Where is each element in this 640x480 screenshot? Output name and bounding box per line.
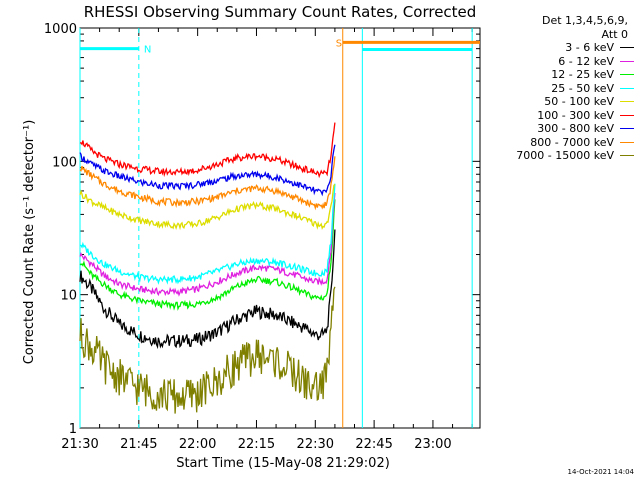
y-tick-label: 1000 bbox=[44, 22, 77, 37]
legend-label: 7000 - 15000 keV bbox=[516, 149, 614, 162]
flag-label: N bbox=[144, 45, 151, 56]
series-line-7000-15000-kev bbox=[79, 286, 336, 414]
legend-label: 100 - 300 keV bbox=[537, 108, 614, 122]
legend-swatch bbox=[620, 141, 634, 143]
chart-title: RHESSI Observing Summary Count Rates, Co… bbox=[84, 3, 477, 21]
y-tick-label: 100 bbox=[52, 155, 77, 170]
series-line-6-12-kev bbox=[79, 192, 336, 297]
x-tick-label: 22:30 bbox=[297, 437, 334, 452]
series-line-300-800-kev bbox=[79, 144, 336, 197]
x-tick-label: 23:00 bbox=[414, 437, 451, 452]
legend-item: 12 - 25 keV bbox=[486, 68, 636, 82]
legend-swatch bbox=[620, 114, 634, 116]
legend-label: 3 - 6 keV bbox=[565, 41, 614, 54]
x-tick-label: 21:30 bbox=[61, 437, 98, 452]
legend-label: 50 - 100 keV bbox=[544, 95, 614, 108]
legend-swatch bbox=[620, 60, 634, 62]
series-line-50-100-kev bbox=[79, 183, 336, 231]
legend: Det 1,3,4,5,6,9, Att 0 3 - 6 keV 6 - 12 k… bbox=[486, 14, 636, 163]
legend-label: 6 - 12 keV bbox=[558, 54, 614, 68]
legend-swatch bbox=[620, 74, 634, 76]
legend-item: 25 - 50 keV bbox=[486, 82, 636, 96]
legend-item: 100 - 300 keV bbox=[486, 109, 636, 123]
timestamp: 14-Oct-2021 14:04 bbox=[567, 468, 634, 476]
x-tick-label: 22:15 bbox=[238, 437, 275, 452]
series-line-12-25-kev bbox=[79, 199, 336, 311]
series-line-3-6-kev bbox=[79, 229, 336, 350]
series-line-100-300-kev bbox=[79, 122, 336, 179]
legend-label: 800 - 7000 keV bbox=[530, 135, 614, 149]
series-line-25-50-kev bbox=[79, 183, 336, 285]
legend-label: 25 - 50 keV bbox=[551, 81, 614, 95]
y-tick-label: 10 bbox=[60, 289, 77, 304]
series-line-800-7000-kev bbox=[79, 156, 336, 211]
legend-item: 6 - 12 keV bbox=[486, 55, 636, 69]
legend-item: 3 - 6 keV bbox=[486, 41, 636, 55]
legend-swatch bbox=[620, 101, 634, 103]
legend-swatch bbox=[620, 128, 634, 130]
legend-label: 12 - 25 keV bbox=[551, 68, 614, 81]
x-axis-label: Start Time (15-May-08 21:29:02) bbox=[176, 456, 390, 471]
legend-header-2: Att 0 bbox=[601, 27, 628, 41]
legend-item: 50 - 100 keV bbox=[486, 95, 636, 109]
legend-item: 300 - 800 keV bbox=[486, 122, 636, 136]
y-axis-label: Corrected Count Rate (s⁻¹ detector⁻¹) bbox=[22, 120, 37, 365]
legend-item: 7000 - 15000 keV bbox=[486, 149, 636, 163]
legend-item: 800 - 7000 keV bbox=[486, 136, 636, 150]
y-tick-label: 1 bbox=[69, 422, 77, 437]
x-tick-label: 21:45 bbox=[120, 437, 157, 452]
x-tick-label: 22:45 bbox=[355, 437, 392, 452]
plot-frame bbox=[79, 27, 481, 429]
plot-area: 1 10 100 1000 21:30 21:45 22:00 22:15 22:30 22:45… bbox=[44, 22, 481, 452]
legend-header-1: Det 1,3,4,5,6,9, bbox=[541, 14, 628, 27]
legend-swatch bbox=[620, 155, 634, 157]
x-tick-label: 22:00 bbox=[179, 437, 216, 452]
flag-label: S bbox=[336, 38, 342, 49]
legend-label: 300 - 800 keV bbox=[537, 122, 614, 135]
legend-swatch bbox=[620, 47, 634, 49]
legend-swatch bbox=[620, 87, 634, 89]
